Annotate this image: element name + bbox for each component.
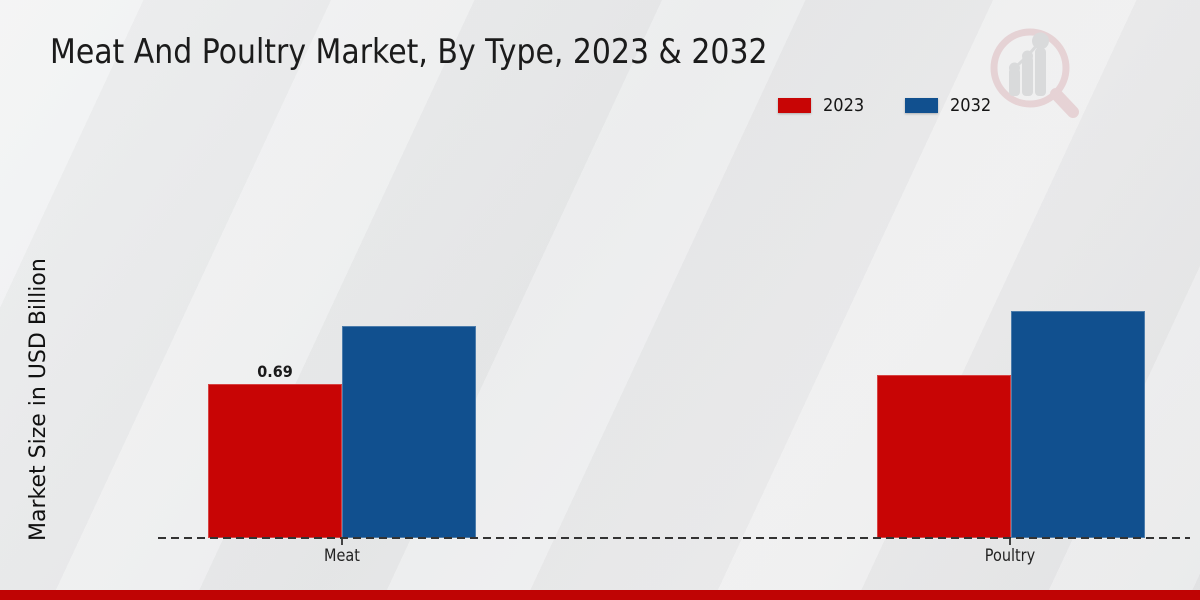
legend-item-2023: 2023 (778, 95, 869, 116)
bar-group-meat (208, 326, 476, 538)
legend-swatch-2023 (778, 98, 811, 113)
chart-title: Meat And Poultry Market, By Type, 2023 &… (50, 32, 768, 72)
legend-label-2023: 2023 (823, 95, 865, 116)
bar-group-poultry (877, 311, 1145, 538)
x-axis-tick-meat (341, 539, 343, 545)
bar-meat-2023 (208, 384, 342, 538)
x-axis-line (158, 537, 1190, 539)
legend: 2023 2032 (778, 95, 996, 116)
footer-accent-bar (0, 590, 1200, 600)
bar-poultry-2032 (1011, 311, 1145, 538)
y-axis-label: Market Size in USD Billion (26, 258, 51, 542)
bar-poultry-2023 (877, 375, 1011, 538)
bar-meat-2032 (342, 326, 476, 538)
legend-label-2032: 2032 (949, 95, 992, 116)
x-axis-tick-poultry (1009, 539, 1011, 545)
category-label-meat: Meat (324, 546, 360, 566)
magnifier-bar-chart-logo-icon (988, 24, 1086, 122)
legend-swatch-2032 (904, 98, 938, 113)
value-label-meat-2023: 0.69 (257, 362, 293, 381)
category-label-poultry: Poultry (984, 546, 1036, 566)
legend-item-2032: 2032 (904, 95, 996, 116)
